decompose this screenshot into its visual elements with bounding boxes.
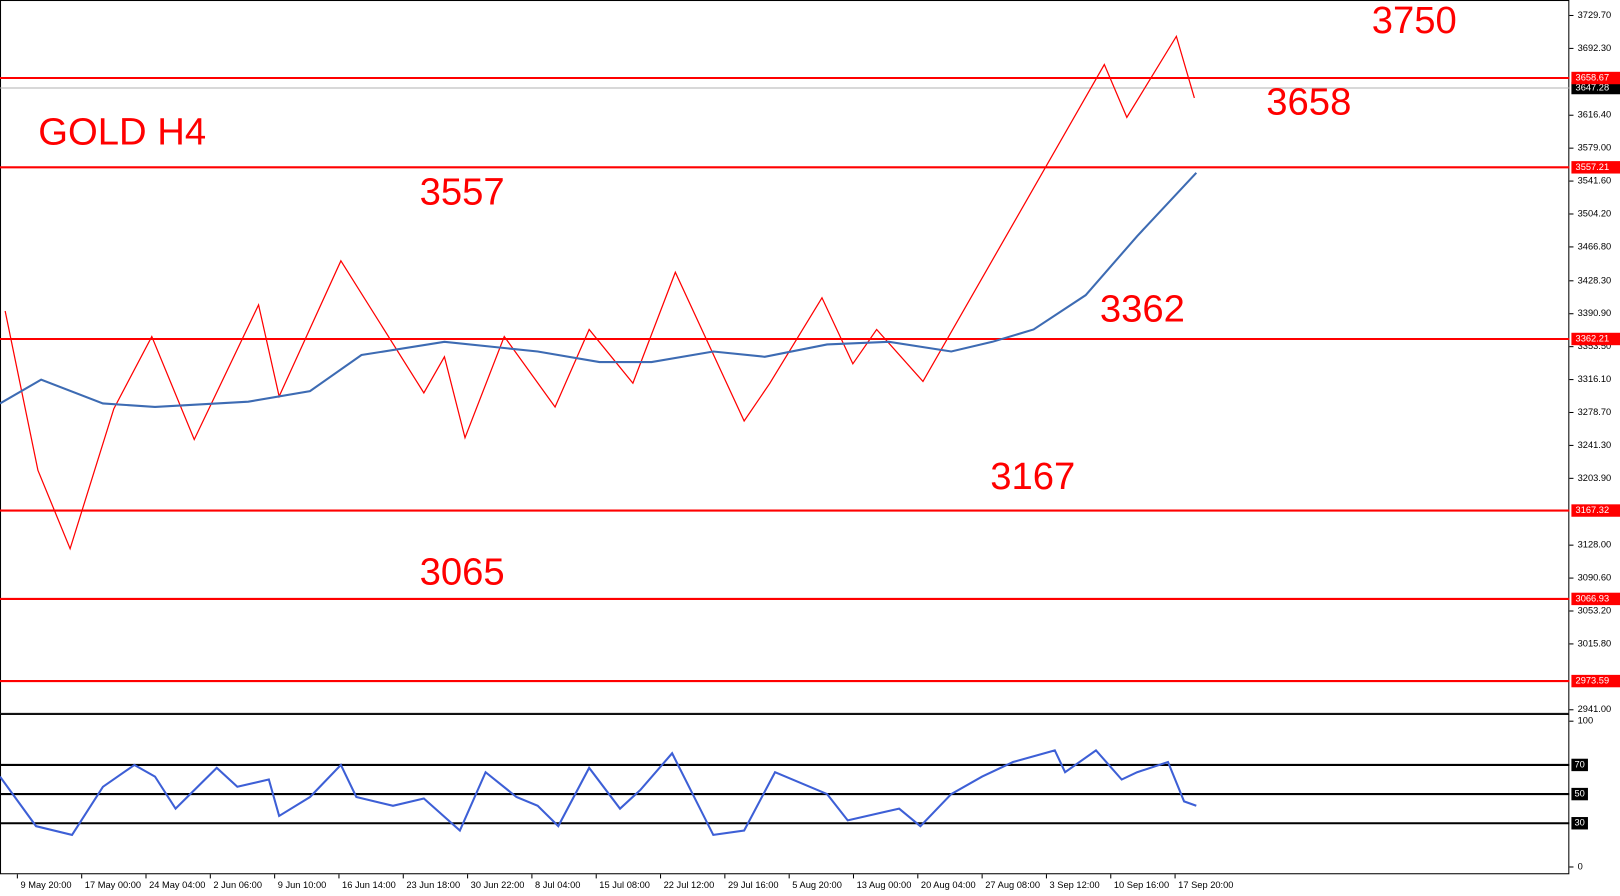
level-label: 3362.21: [1576, 333, 1610, 343]
rsi-level-box: [1571, 817, 1588, 830]
series-line: [0, 748, 1197, 837]
level-label: 3167.32: [1576, 505, 1610, 515]
main-frame: [0, 0, 1570, 714]
y-tick-label: 3428.30: [1578, 275, 1612, 285]
y-tick-label: 2941.00: [1578, 704, 1612, 714]
x-tick-label: 16 Jun 14:00: [342, 880, 396, 890]
rsi-level-box: [1571, 787, 1588, 801]
y-tick-label: 3241.30: [1578, 440, 1612, 450]
x-tick-label: 17 Sep 20:00: [1178, 880, 1233, 890]
x-tick-label: 5 Aug 20:00: [792, 880, 842, 890]
y-tick-label: 3128.00: [1578, 540, 1612, 550]
level-box: [1571, 674, 1620, 688]
annotation: 3065: [420, 550, 505, 593]
y-tick-label: 3353.50: [1578, 341, 1612, 351]
x-tick-label: 13 Aug 00:00: [857, 880, 912, 890]
y-tick-label: 100: [1578, 716, 1594, 726]
x-tick-label: 10 Sep 16:00: [1114, 880, 1169, 890]
y-tick-label: 3504.20: [1578, 208, 1612, 218]
level-box: [1571, 592, 1620, 606]
annotation: 3362: [1100, 288, 1185, 331]
rsi-level-label: 70: [1575, 759, 1585, 769]
y-tick-label: 3692.30: [1578, 43, 1612, 53]
x-tick-label: 3 Sep 12:00: [1050, 880, 1100, 890]
y-tick-label: 0: [1578, 861, 1583, 871]
y-tick-label: 3316.10: [1578, 374, 1612, 384]
x-tick-label: 22 Jul 12:00: [664, 880, 715, 890]
series-line: [0, 172, 1198, 408]
level-label: 2973.59: [1576, 676, 1610, 686]
x-tick-label: 24 May 04:00: [149, 880, 205, 890]
x-tick-label: 29 Jul 16:00: [728, 880, 779, 890]
y-tick-label: 3390.90: [1578, 308, 1612, 318]
last-price-box: [1571, 81, 1620, 95]
rsi-level-label: 50: [1575, 789, 1585, 799]
y-tick-label: 3729.70: [1578, 10, 1612, 20]
level-box: [1571, 504, 1620, 517]
x-tick-label: 9 May 20:00: [20, 880, 71, 890]
x-tick-label: 20 Aug 04:00: [921, 880, 976, 890]
last-price-label: 3647.28: [1576, 82, 1610, 92]
y-tick-label: 3579.00: [1578, 143, 1612, 153]
level-label: 3658.67: [1576, 72, 1610, 82]
x-tick-label: 15 Jul 08:00: [599, 880, 650, 890]
rsi-level-label: 30: [1575, 818, 1585, 828]
y-tick-label: 3278.70: [1578, 407, 1612, 417]
x-tick-label: 2 Jun 06:00: [213, 880, 262, 890]
y-tick-label: 3616.40: [1578, 110, 1612, 120]
y-tick-label: 3015.80: [1578, 638, 1612, 648]
annotation: GOLD H4: [38, 111, 206, 154]
level-box: [1571, 161, 1620, 174]
x-tick-label: 23 Jun 18:00: [406, 880, 460, 890]
y-tick-label: 3090.60: [1578, 573, 1612, 583]
level-box: [1571, 332, 1620, 346]
annotation: 3658: [1266, 81, 1351, 124]
y-tick-label: 3541.60: [1578, 176, 1612, 186]
level-box: [1571, 71, 1620, 85]
annotation: 3750: [1372, 0, 1457, 42]
annotation: 3167: [990, 455, 1075, 498]
x-tick-label: 30 Jun 22:00: [471, 880, 525, 890]
rsi-level-box: [1571, 758, 1588, 772]
series-line: [4, 34, 1195, 551]
y-tick-label: 3466.80: [1578, 241, 1612, 251]
x-tick-label: 17 May 00:00: [85, 880, 141, 890]
level-label: 3557.21: [1576, 162, 1610, 172]
level-label: 3066.93: [1576, 593, 1610, 603]
y-tick-label: 3053.20: [1578, 605, 1612, 615]
x-tick-label: 27 Aug 08:00: [985, 880, 1040, 890]
y-tick-label: 3203.90: [1578, 473, 1612, 483]
x-tick-label: 9 Jun 10:00: [278, 880, 327, 890]
x-tick-label: 8 Jul 04:00: [535, 880, 580, 890]
annotation: 3557: [420, 171, 505, 214]
